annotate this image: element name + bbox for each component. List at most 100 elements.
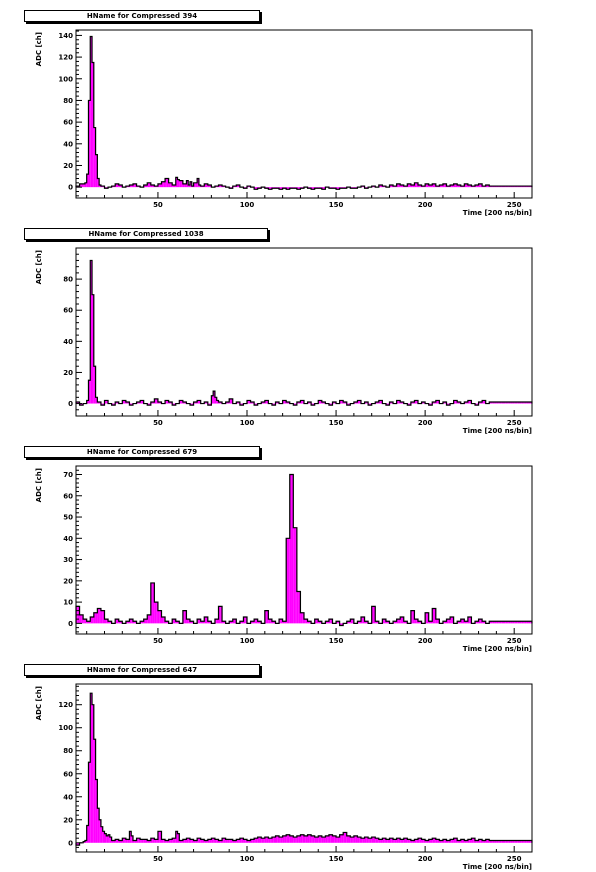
- histogram-bar: [515, 621, 518, 624]
- histogram-bar: [421, 839, 424, 843]
- histogram-bar: [230, 398, 233, 404]
- histogram-bar: [311, 187, 313, 190]
- histogram-bar: [401, 184, 404, 188]
- histogram-bar: [476, 184, 479, 188]
- histogram-bar: [455, 400, 458, 404]
- histogram-bar: [352, 837, 354, 843]
- histogram-bar: [88, 380, 91, 404]
- histogram-bar: [170, 839, 173, 843]
- y-axis-title: ADC [ch]: [35, 686, 43, 720]
- histogram-bar: [152, 184, 155, 188]
- histogram-bar: [106, 400, 109, 404]
- histogram-bar: [453, 838, 456, 843]
- histogram-bar: [409, 183, 411, 188]
- histogram-bar: [512, 621, 515, 624]
- histogram-bar: [344, 832, 347, 843]
- histogram-bar: [204, 183, 207, 188]
- histogram-bar: [141, 621, 144, 624]
- histogram-bar: [83, 619, 85, 624]
- histogram-bar: [99, 402, 101, 404]
- histogram-bar: [182, 183, 185, 188]
- histogram-bar: [218, 606, 221, 624]
- histogram-bar: [457, 840, 459, 843]
- histogram-bar: [161, 839, 164, 843]
- histogram-bar: [92, 704, 94, 843]
- histogram-bar: [149, 182, 151, 188]
- histogram-bar: [182, 610, 185, 624]
- histogram-bar: [305, 619, 308, 624]
- histogram-bar: [207, 403, 210, 406]
- histogram-bar: [115, 839, 117, 843]
- histogram-bar: [400, 839, 402, 843]
- histogram-bar: [505, 840, 508, 843]
- histogram-bar: [193, 182, 196, 188]
- histogram-bar: [446, 403, 449, 406]
- y-tick-label: 60: [63, 770, 73, 778]
- histogram-bar: [156, 602, 158, 624]
- y-tick-label: 50: [63, 514, 73, 522]
- histogram-bar: [369, 838, 372, 843]
- histogram-bar: [211, 838, 214, 843]
- histogram-bar: [467, 400, 470, 404]
- histogram-bar: [211, 395, 214, 404]
- histogram-bar: [508, 402, 511, 404]
- histogram-bar: [195, 182, 198, 188]
- histogram-bar: [247, 400, 249, 404]
- histogram-title: HName for Compressed 394: [24, 10, 260, 22]
- histogram-bar: [503, 402, 506, 404]
- histogram-bar: [209, 839, 212, 843]
- histogram-bar: [403, 621, 406, 624]
- histogram-bar: [232, 840, 235, 843]
- histogram-bar: [483, 840, 486, 843]
- histogram-bar: [444, 621, 447, 624]
- histogram-bar: [213, 391, 215, 404]
- histogram-bar: [207, 839, 210, 843]
- y-tick-label: 20: [63, 816, 73, 824]
- histogram-bar: [327, 835, 329, 843]
- histogram-bar: [229, 621, 231, 624]
- histogram-bar: [489, 840, 492, 843]
- x-tick-label: 50: [153, 201, 163, 209]
- histogram-bar: [526, 840, 529, 843]
- histogram-bar: [150, 402, 153, 404]
- histogram-bar: [298, 402, 301, 404]
- histogram-bar: [248, 400, 251, 404]
- histogram-bar: [437, 400, 440, 404]
- histogram-bar: [254, 187, 256, 190]
- histogram-outline: [75, 35, 533, 190]
- histogram-bar: [152, 402, 155, 404]
- histogram-bar: [432, 608, 435, 624]
- histogram-bar: [197, 178, 199, 188]
- histogram-bar: [434, 838, 436, 843]
- histogram-panel-1: HName for Compressed 394 50 100 150 200 250 0…: [0, 0, 596, 218]
- histogram-bar: [286, 538, 288, 624]
- histogram-bar: [86, 174, 89, 188]
- histogram-bar: [401, 402, 404, 404]
- histogram-bar: [165, 400, 167, 404]
- histogram-bar: [428, 839, 431, 843]
- histogram-bar: [289, 835, 292, 843]
- histogram-bar: [418, 621, 420, 624]
- histogram-bar: [451, 616, 454, 624]
- histogram-bar: [311, 835, 313, 843]
- histogram-bar: [93, 739, 96, 843]
- histogram-bar: [77, 842, 80, 846]
- histogram-bar: [394, 839, 397, 843]
- histogram-bar: [204, 840, 207, 843]
- histogram-bar: [491, 621, 493, 624]
- histogram-bar: [430, 184, 433, 188]
- histogram-bar: [287, 187, 290, 190]
- histogram-bar: [218, 840, 221, 843]
- histogram-bar: [136, 402, 139, 404]
- histogram-bar: [391, 184, 394, 188]
- histogram-outline: [75, 473, 533, 627]
- histogram-bar: [514, 621, 516, 624]
- histogram-bar: [405, 621, 408, 624]
- x-tick-label: 100: [240, 637, 255, 645]
- histogram-bar: [209, 403, 212, 406]
- histogram-bar: [464, 621, 467, 624]
- x-tick-label: 100: [240, 201, 255, 209]
- histogram-bar: [293, 403, 296, 406]
- histogram-bar: [384, 838, 386, 843]
- histogram-bar: [467, 616, 470, 624]
